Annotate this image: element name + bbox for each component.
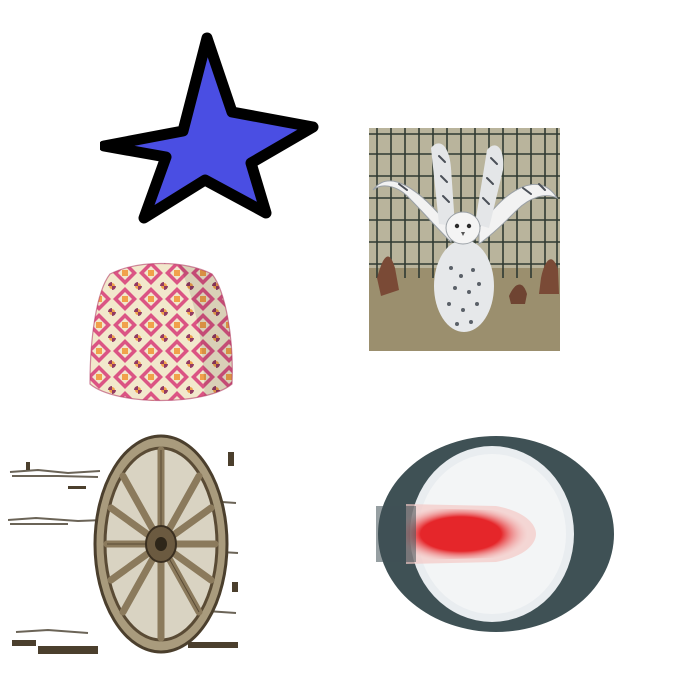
star-icon xyxy=(100,32,319,224)
snowy-owl-image xyxy=(369,128,560,351)
wagon-wheel-photo xyxy=(8,434,239,654)
red-target-icon xyxy=(376,436,614,632)
wagon-wheel-image xyxy=(8,432,240,656)
patterned-pouf-image xyxy=(86,260,236,408)
patterned-pouf-photo xyxy=(89,262,233,402)
snowy-owl-photo xyxy=(369,128,560,351)
red-target-image xyxy=(376,434,616,634)
star-image xyxy=(100,30,320,225)
